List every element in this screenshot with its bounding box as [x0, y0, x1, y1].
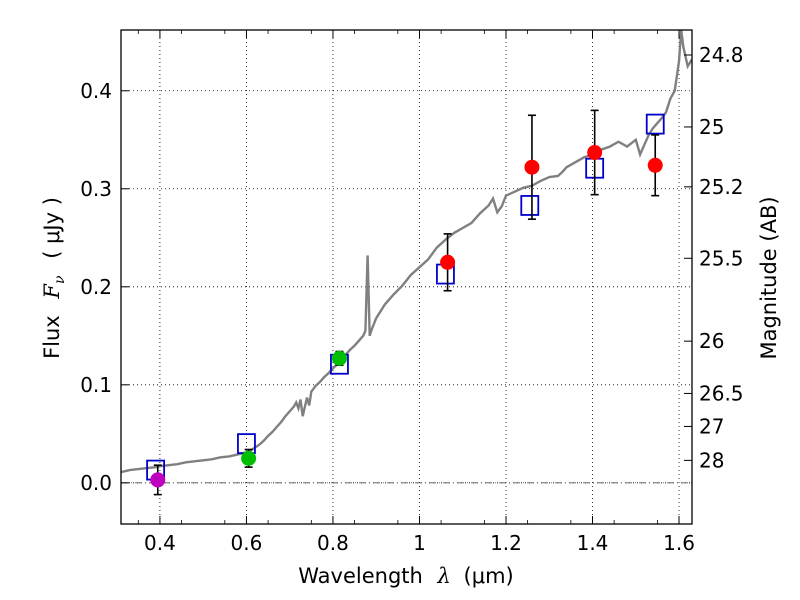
y-tick-label: 0.4 — [80, 79, 112, 103]
y-tick-label: 0.3 — [80, 177, 112, 201]
model-box — [520, 195, 540, 216]
model-box — [645, 113, 665, 135]
data-point — [150, 472, 166, 488]
x-tick-label: 0.6 — [231, 531, 263, 555]
x-tick-label: 0.4 — [144, 531, 176, 555]
x-tick-label: 1 — [413, 531, 426, 555]
x-tick-label: 0.8 — [317, 531, 349, 555]
y-axis-label-symbol: F — [40, 283, 64, 300]
data-point — [647, 157, 663, 173]
magnitude-tick-label: 25.5 — [699, 246, 744, 270]
data-point — [440, 254, 456, 270]
magnitude-tick-label: 25.2 — [699, 175, 744, 199]
y-axis-label: Flux Fν ( μJy ) — [40, 197, 69, 359]
data-point — [587, 145, 603, 161]
x-tick-label: 1.2 — [490, 531, 522, 555]
magnitude-axis-label: Magnitude (AB) — [757, 196, 781, 359]
x-tick-label: 1.6 — [663, 531, 695, 555]
x-axis-label: Wavelength λ (μm) — [298, 564, 513, 588]
magnitude-tick-label: 26 — [699, 329, 724, 353]
x-tick-label: 1.4 — [577, 531, 609, 555]
magnitude-tick-label: 24.8 — [699, 43, 744, 67]
data-point — [524, 159, 540, 175]
magnitude-tick-label: 28 — [699, 448, 724, 472]
magnitude-tick-label: 26.5 — [699, 381, 744, 405]
x-axis-label-text: Wavelength — [298, 564, 423, 588]
y-axis-label-units: ( μJy ) — [40, 197, 64, 259]
data-point — [331, 350, 347, 366]
x-axis-label-symbol: λ — [437, 564, 451, 588]
y-tick-label: 0.2 — [80, 275, 112, 299]
data-point — [241, 450, 257, 466]
axis-ticks: 0.4 0.6 0.8 1 1.2 1.4 1.6 0.0 0.1 0.2 0.3 0.4 24.8 25… — [80, 30, 744, 555]
model-band-boxes — [146, 113, 665, 481]
y-axis-label-text: Flux — [40, 315, 64, 359]
magnitude-tick-label: 25 — [699, 115, 724, 139]
model-spectrum — [121, 30, 692, 474]
spectrum-line — [121, 30, 692, 474]
magnitude-tick-label: 27 — [699, 414, 724, 438]
plot-frame — [120, 29, 693, 525]
y-tick-label: 0.0 — [80, 471, 112, 495]
x-axis-label-units: (μm) — [464, 564, 514, 588]
observed-points — [150, 145, 663, 488]
error-bars — [153, 109, 660, 496]
y-axis-label-subscript: ν — [52, 275, 68, 284]
grid — [121, 30, 692, 524]
y-tick-label: 0.1 — [80, 373, 112, 397]
